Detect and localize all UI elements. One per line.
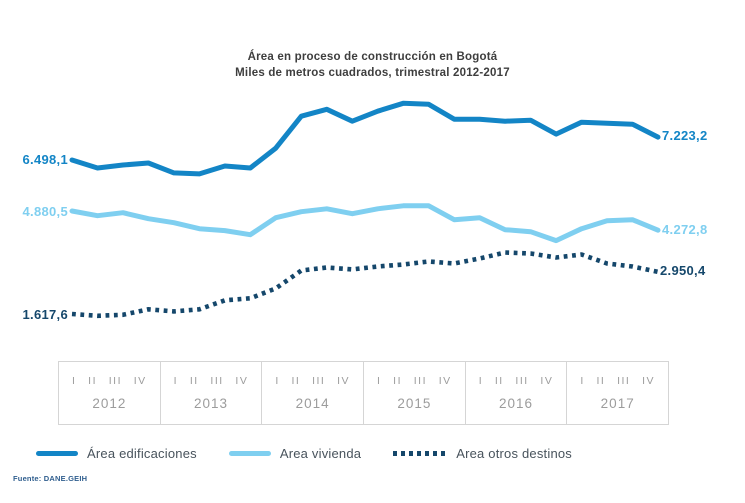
legend-swatch-otros-destinos	[393, 451, 448, 456]
quarter-labels: I II III IV	[262, 375, 363, 387]
x-axis: I II III IV 2012 I II III IV 2013 I II I…	[58, 361, 669, 425]
quarter-tick: II	[494, 375, 504, 387]
quarter-tick: I	[72, 375, 77, 387]
legend-item-edificaciones: Área edificaciones	[36, 446, 197, 461]
value-label-edificaciones-end: 7.223,2	[662, 128, 708, 143]
x-axis-year-2017: I II III IV 2017	[566, 362, 668, 424]
quarter-tick: I	[173, 375, 179, 387]
quarter-tick: IV	[642, 375, 656, 387]
source-note: Fuente: DANE.GEIH	[13, 474, 88, 483]
quarter-labels: I II III IV	[364, 375, 465, 387]
quarter-tick: IV	[438, 375, 452, 387]
quarter-tick: I	[478, 375, 484, 387]
quarter-tick: IV	[337, 375, 350, 387]
value-label-vivienda-start: 4.880,5	[22, 204, 68, 219]
quarter-tick: I	[275, 375, 280, 387]
legend-label-edificaciones: Área edificaciones	[87, 446, 197, 461]
quarter-tick: III	[210, 375, 224, 387]
quarter-labels: I II III IV	[59, 375, 160, 387]
year-label: 2012	[92, 396, 127, 411]
year-label: 2013	[193, 396, 229, 411]
x-axis-year-2015: I II III IV 2015	[363, 362, 465, 424]
x-axis-year-2013: I II III IV 2013	[159, 362, 262, 424]
value-label-otros-start: 1.617,6	[22, 307, 68, 322]
quarter-tick: I	[377, 375, 382, 387]
quarter-labels: I II III IV	[466, 375, 567, 387]
quarter-tick: IV	[235, 375, 249, 387]
quarter-tick: III	[515, 375, 529, 387]
chart-title-line2: Miles de metros cuadrados, trimestral 20…	[235, 66, 510, 79]
legend: Área edificaciones Area vivienda Area ot…	[36, 446, 604, 461]
quarter-tick: III	[108, 375, 122, 387]
x-axis-year-2016: I II III IV 2016	[464, 362, 567, 424]
series-line-2	[71, 250, 659, 319]
quarter-tick: II	[189, 375, 199, 387]
quarter-tick: IV	[540, 375, 554, 387]
value-label-otros-end: 2.950,4	[660, 263, 706, 278]
quarter-tick: III	[312, 375, 326, 387]
year-label: 2015	[397, 396, 432, 411]
value-label-edificaciones-start: 6.498,1	[22, 152, 68, 167]
chart-title-line1: Área en proceso de construcción en Bogot…	[247, 51, 498, 63]
legend-swatch-vivienda	[228, 451, 271, 456]
quarter-tick: II	[88, 375, 97, 387]
legend-item-otros-destinos: Area otros destinos	[393, 446, 572, 461]
page-title: Área en proceso de construcción en Bogot…	[0, 50, 745, 81]
x-axis-year-2014: I II III IV 2014	[261, 362, 363, 424]
quarter-tick: III	[617, 375, 631, 387]
x-axis-year-2012: I II III IV 2012	[59, 362, 160, 424]
legend-swatch-edificaciones	[36, 451, 78, 456]
legend-label-otros-destinos: Area otros destinos	[456, 446, 573, 461]
year-label: 2017	[600, 396, 635, 411]
quarter-tick: II	[291, 375, 301, 387]
legend-label-vivienda: Area vivienda	[279, 446, 362, 461]
quarter-labels: I II III IV	[161, 375, 262, 387]
quarter-tick: I	[580, 375, 585, 387]
year-label: 2014	[295, 396, 330, 411]
value-label-vivienda-end: 4.272,8	[662, 222, 708, 237]
year-label: 2016	[499, 396, 534, 411]
quarter-tick: II	[596, 375, 606, 387]
legend-item-vivienda: Area vivienda	[228, 446, 362, 461]
series-line-1	[69, 203, 661, 244]
quarter-tick: IV	[133, 375, 147, 387]
quarter-labels: I II III IV	[567, 375, 668, 387]
quarter-tick: II	[393, 375, 403, 387]
series-line-0	[69, 100, 661, 177]
quarter-tick: III	[413, 375, 428, 387]
